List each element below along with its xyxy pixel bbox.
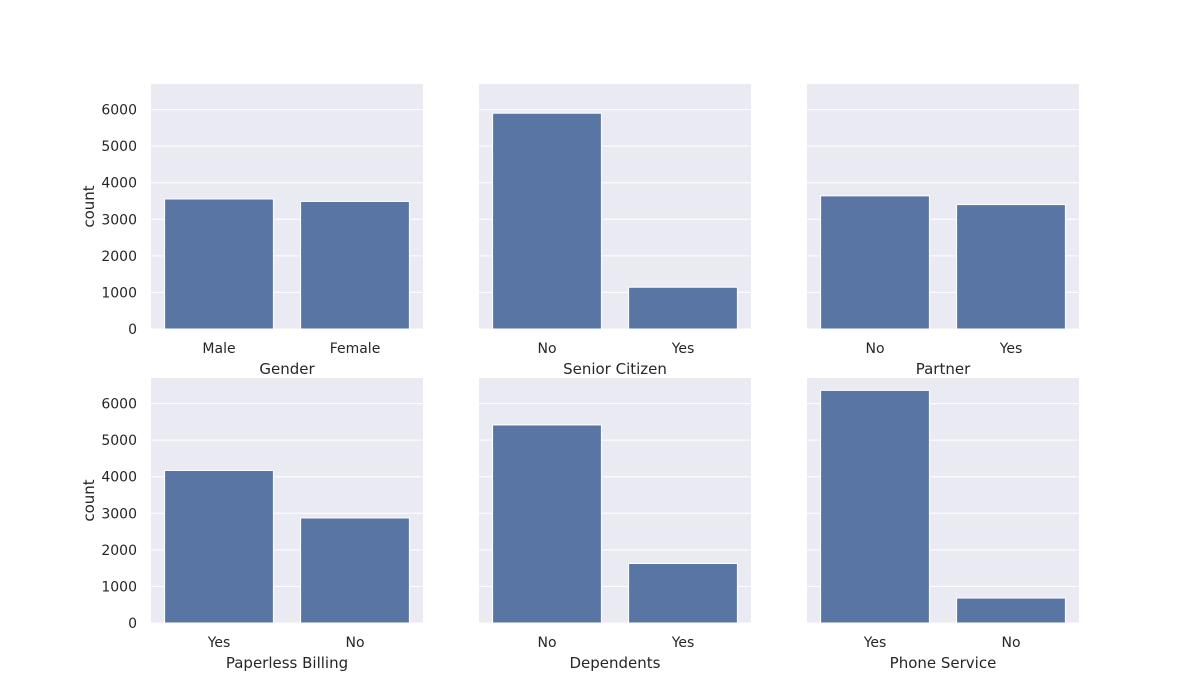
bar-no [492,112,602,330]
x-tick-label: Yes [999,341,1023,357]
x-tick-label: Yes [863,635,887,651]
y-tick-label: 0 [128,616,137,632]
x-axis-label: Partner [916,360,971,378]
x-tick-label: Yes [207,635,231,651]
bar-no [492,424,602,624]
bar-no [300,517,410,624]
bar-no [820,195,930,330]
y-tick-label: 4000 [101,470,137,486]
bar-yes [820,389,930,624]
chart-panel-3: No Yes Partner [807,84,1079,378]
y-axis-label: count [80,479,98,521]
x-tick-label: Male [202,341,235,357]
x-axis-label: Paperless Billing [226,654,348,672]
x-axis-label: Gender [259,360,315,378]
x-tick-label: No [865,341,884,357]
bar-yes [956,204,1066,330]
y-tick-label: 2000 [101,543,137,559]
y-axis-label: count [80,185,98,227]
y-tick-label: 0 [128,322,137,338]
bar-yes [164,469,274,624]
y-tick-label: 1000 [101,285,137,301]
bar-yes [628,286,738,330]
x-axis-label: Senior Citizen [563,360,667,378]
x-axis-label: Dependents [570,654,661,672]
y-tick-label: 6000 [101,103,137,119]
x-tick-label: Yes [671,635,695,651]
chart-panel-5: No Yes Dependents [479,378,751,672]
y-tick-label: 1000 [101,579,137,595]
x-tick-label: No [345,635,364,651]
x-tick-label: No [537,635,556,651]
y-tick-label: 2000 [101,249,137,265]
bar-male [164,198,274,330]
y-tick-label: 5000 [101,139,137,155]
y-tick-label: 4000 [101,176,137,192]
x-axis-label: Phone Service [890,654,997,672]
x-tick-label: No [537,341,556,357]
chart-panel-4: Yes No 0 1000 2000 3000 4000 5000 6000 Paperless … [80,378,423,672]
bar-female [300,200,410,330]
bar-no [956,597,1066,624]
y-tick-label: 3000 [101,506,137,522]
y-tick-label: 3000 [101,212,137,228]
y-tick-label: 5000 [101,433,137,449]
bar-yes [628,563,738,624]
x-tick-label: Female [330,341,381,357]
y-tick-label: 6000 [101,397,137,413]
chart-panel-1: Male Female 0 1000 2000 3000 4000 5000 6000 Gende… [80,84,423,378]
x-tick-label: No [1001,635,1020,651]
x-tick-label: Yes [671,341,695,357]
